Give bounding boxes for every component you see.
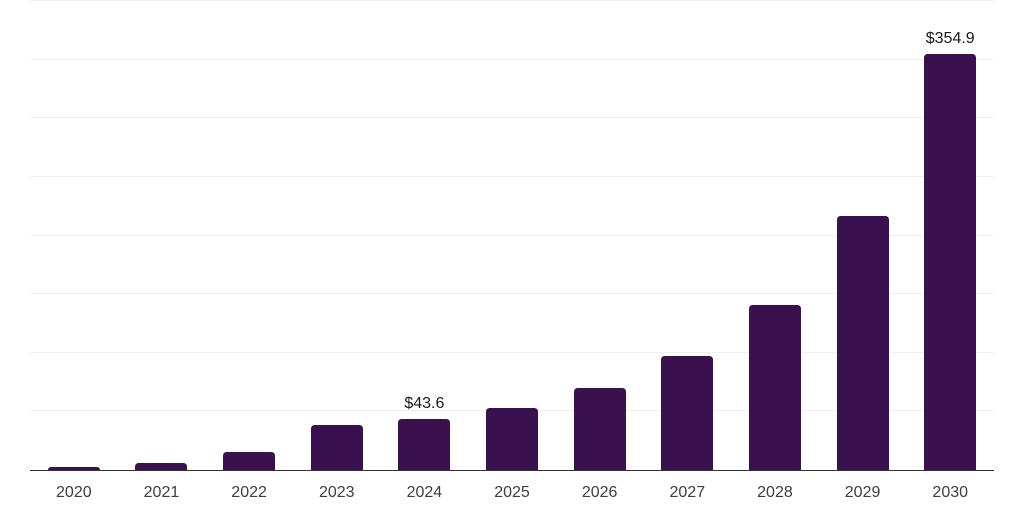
gridline-200 [30, 234, 994, 236]
gridline-250 [30, 176, 994, 177]
bar-slot-2027 [643, 1, 731, 470]
gridline-100 [30, 351, 994, 353]
gridline-400 [30, 0, 994, 2]
x-tick-2027: 2027 [669, 484, 706, 501]
bar-2022 [223, 452, 276, 470]
bar-slot-2028 [731, 1, 819, 470]
gridline-150 [30, 293, 994, 295]
bar-slot-2024: $43.6 [381, 1, 469, 470]
data-label-2024: $43.6 [404, 394, 445, 412]
bar-2025 [486, 407, 539, 470]
bar-slot-2029 [819, 1, 907, 470]
x-tick-2021: 2021 [143, 484, 180, 501]
data-label-2030: $354.9 [925, 30, 975, 48]
bar-2024 [398, 418, 451, 470]
bar-2020 [47, 467, 100, 470]
x-tick-2020: 2020 [56, 484, 92, 501]
bar-2028 [748, 304, 801, 470]
x-tick-2030: 2030 [932, 484, 969, 501]
bar-slot-2021 [118, 1, 206, 470]
x-tick-2024: 2024 [406, 484, 443, 501]
x-tick-2022: 2022 [231, 484, 267, 501]
x-axis-labels: 2020 2021 2022 2023 2024 2025 2026 2027 2028 2029… [30, 484, 994, 502]
x-tick-2023: 2023 [318, 484, 355, 501]
bar-slot-2030: $354.9 [906, 1, 994, 470]
bar-slot-2025 [468, 1, 556, 470]
bars-row: $43.6 $354.9 [30, 1, 994, 470]
bar-2027 [661, 356, 714, 470]
x-tick-2028: 2028 [757, 484, 793, 501]
bar-2026 [573, 387, 626, 470]
bar-slot-2026 [556, 1, 644, 470]
x-tick-2029: 2029 [844, 484, 881, 501]
gridline-350 [30, 58, 994, 60]
x-tick-2026: 2026 [581, 484, 618, 501]
bar-2021 [135, 462, 188, 470]
x-tick-2025: 2025 [494, 484, 530, 501]
bar-slot-2022 [205, 1, 293, 470]
bar-slot-2023 [293, 1, 381, 470]
bar-2023 [310, 424, 363, 470]
plot-area: $43.6 $354.9 [30, 0, 994, 471]
bar-2029 [836, 215, 889, 470]
bar-slot-2020 [30, 1, 118, 470]
gridline-300 [30, 117, 994, 119]
bar-2030 [924, 54, 977, 470]
